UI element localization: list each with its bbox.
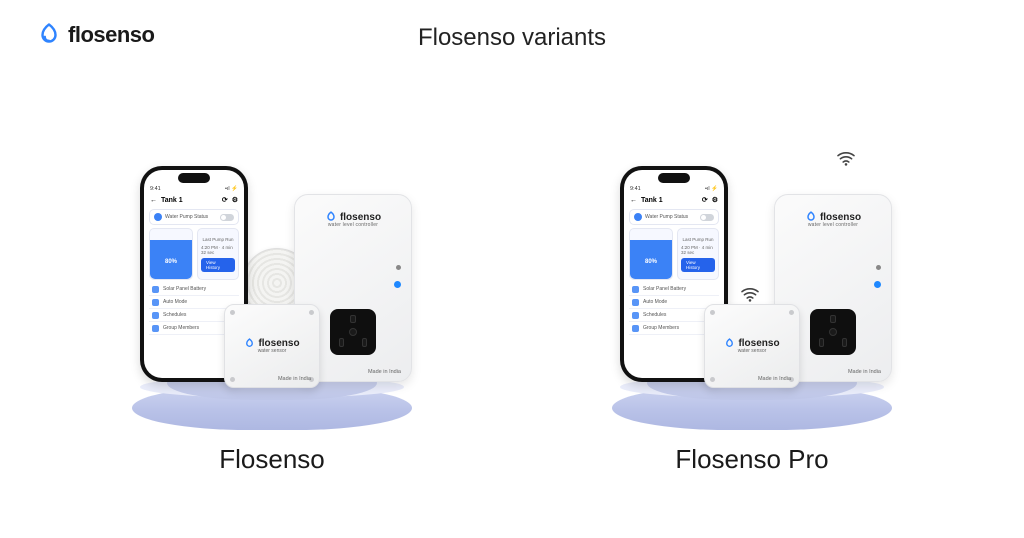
made-in-label: Made in India [368,369,401,375]
product-display: flosenso water level controller Made in … [112,130,432,430]
auto-icon [632,299,639,306]
menu-label: Schedules [163,312,186,318]
schedule-icon [632,312,639,319]
phone-statusbar: 9:41 •ıl ⚡ [624,184,724,194]
product-cluster: flosenso water level controller Made in … [612,152,892,382]
flosenso-logo-icon [724,338,735,349]
phone-status-icons: •ıl ⚡ [705,186,718,192]
variants-row: flosenso water level controller Made in … [0,130,1024,475]
made-in-label: Made in India [278,376,311,382]
last-run-card: Last Pump Run 4:20 PM · 4 min 32 sec Vie… [677,228,719,280]
auto-icon [152,299,159,306]
phone-screen-title: Tank 1 [641,197,663,204]
pump-status-label: Water Pump Status [165,214,208,220]
made-in-label: Made in India [848,369,881,375]
battery-icon [152,286,159,293]
controller-brand: flosenso [820,212,861,223]
pump-toggle[interactable] [220,214,234,221]
pump-status-card[interactable]: Water Pump Status [629,209,719,225]
gear-icon[interactable]: ⚙ [232,196,238,204]
sensor-subtitle: water sensor [738,348,767,354]
tank-row: 80% Last Pump Run 4:20 PM · 4 min 32 sec… [629,228,719,280]
members-icon [632,325,639,332]
pump-status-label: Water Pump Status [645,214,688,220]
wifi-icon [740,286,760,302]
pump-status-card[interactable]: Water Pump Status [149,209,239,225]
controller-led-blue [394,281,401,288]
last-run-value: 4:20 PM · 4 min 32 sec [201,245,235,255]
variant-label: Flosenso [219,444,325,475]
pump-icon [634,213,642,221]
menu-label: Solar Panel Battery [643,286,686,292]
phone-screen-title-row: ← Tank 1 ⟳ ⚙ [624,194,724,206]
phone-status-icons: •ıl ⚡ [225,186,238,192]
wifi-icon [836,150,856,166]
menu-label: Solar Panel Battery [163,286,206,292]
phone-notch [658,173,690,183]
menu-label: Auto Mode [163,299,187,305]
sensor-device: flosenso water sensor Made in India [704,304,800,388]
phone-statusbar: 9:41 •ıl ⚡ [144,184,244,194]
product-cluster: flosenso water level controller Made in … [132,152,412,382]
tank-percent: 80% [645,259,657,265]
variant-flosenso: flosenso water level controller Made in … [102,130,442,475]
pump-toggle[interactable] [700,214,714,221]
phone-time: 9:41 [150,186,161,192]
phone-notch [178,173,210,183]
variant-flosenso-pro: flosenso water level controller Made in … [582,130,922,475]
view-history-button[interactable]: View History [201,258,235,272]
last-run-label: Last Pump Run [682,237,713,242]
refresh-icon[interactable]: ⟳ [222,196,228,204]
product-display: flosenso water level controller Made in … [592,130,912,430]
schedule-icon [152,312,159,319]
menu-item-battery[interactable]: Solar Panel Battery [149,283,239,296]
gear-icon[interactable]: ⚙ [712,196,718,204]
flosenso-logo-icon [244,338,255,349]
menu-label: Group Members [163,325,199,331]
last-run-label: Last Pump Run [202,237,233,242]
last-run-value: 4:20 PM · 4 min 32 sec [681,245,715,255]
controller-brand: flosenso [340,212,381,223]
phone-screen-title-row: ← Tank 1 ⟳ ⚙ [144,194,244,206]
menu-label: Group Members [643,325,679,331]
menu-label: Auto Mode [643,299,667,305]
members-icon [152,325,159,332]
tank-percent: 80% [165,259,177,265]
controller-led-blue [874,281,881,288]
variant-label: Flosenso Pro [675,444,828,475]
tank-level-widget: 80% [629,228,673,280]
pump-icon [154,213,162,221]
tank-row: 80% Last Pump Run 4:20 PM · 4 min 32 sec… [149,228,239,280]
controller-led-grey [876,265,881,270]
phone-time: 9:41 [630,186,641,192]
phone-screen-title: Tank 1 [161,197,183,204]
sensor-device: flosenso water sensor Made in India [224,304,320,388]
last-run-card: Last Pump Run 4:20 PM · 4 min 32 sec Vie… [197,228,239,280]
power-socket [330,309,376,355]
menu-item-battery[interactable]: Solar Panel Battery [629,283,719,296]
power-socket [810,309,856,355]
tank-level-widget: 80% [149,228,193,280]
battery-icon [632,286,639,293]
menu-label: Schedules [643,312,666,318]
view-history-button[interactable]: View History [681,258,715,272]
back-icon[interactable]: ← [630,197,637,204]
refresh-icon[interactable]: ⟳ [702,196,708,204]
controller-subtitle: water level controller [808,222,858,228]
page-title: Flosenso variants [0,24,1024,52]
controller-led-grey [396,265,401,270]
sensor-subtitle: water sensor [258,348,287,354]
controller-subtitle: water level controller [328,222,378,228]
made-in-label: Made in India [758,376,791,382]
header: flosenso Flosenso variants [0,22,1024,62]
back-icon[interactable]: ← [150,197,157,204]
